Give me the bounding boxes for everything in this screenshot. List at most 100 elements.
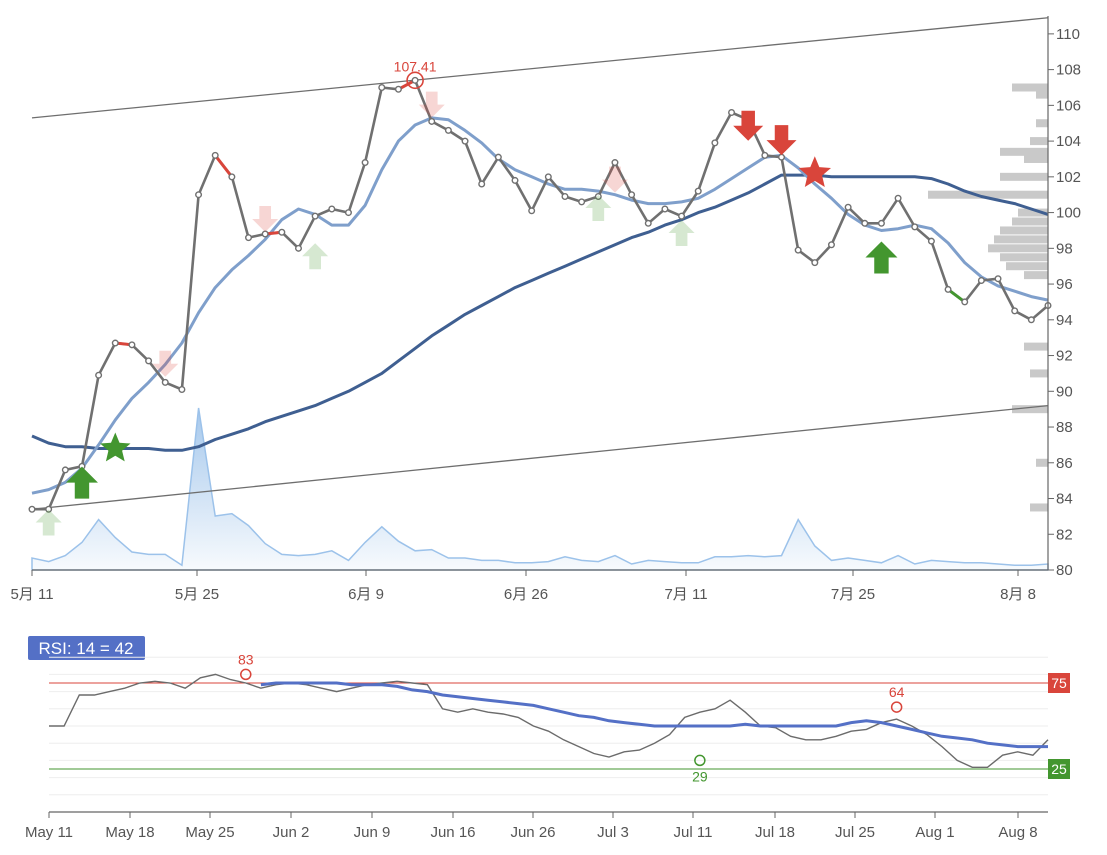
x-tick-label: 5月 11 <box>10 586 53 603</box>
rsi-x-tick-label: Jun 9 <box>354 824 391 841</box>
price-line <box>32 79 1049 511</box>
sell-signal-arrow <box>418 91 445 118</box>
x-tick-label: 7月 25 <box>831 586 875 603</box>
price-point <box>428 117 436 125</box>
volume-profile-bar <box>1012 83 1048 92</box>
price-point <box>494 153 502 161</box>
buy-signal-arrow <box>302 243 329 270</box>
volume-profile-bar <box>994 235 1048 244</box>
main-chart: 107.41 80 82 84 86 88 90 92 94 96 98 100 102 104 106 10… <box>10 16 1081 603</box>
price-point <box>628 191 636 199</box>
x-tick-label: 7月 11 <box>664 586 707 603</box>
price-point <box>794 246 802 254</box>
rsi-x-tick-label: Jul 18 <box>755 824 795 841</box>
rsi-annotation-marker <box>240 668 252 681</box>
volume-profile-bar <box>1000 147 1048 156</box>
y-tick-label: 108 <box>1056 62 1081 79</box>
price-point <box>694 187 702 195</box>
price-point <box>594 192 602 200</box>
price-point <box>228 173 236 181</box>
y-tick-label: 98 <box>1056 240 1073 257</box>
price-point <box>411 76 419 84</box>
rsi-title-badge <box>28 636 145 660</box>
price-point <box>261 230 269 238</box>
price-point <box>728 109 736 117</box>
price-point <box>28 505 36 513</box>
rsi-x-tick-label: Jul 25 <box>835 824 875 841</box>
x-tick-label: 8月 8 <box>1000 586 1036 603</box>
y-tick-label: 86 <box>1056 455 1073 472</box>
price-point <box>611 159 619 167</box>
price-point <box>161 378 169 386</box>
volume-profile-bar <box>1012 405 1048 414</box>
buy-signal-arrow <box>35 509 62 536</box>
price-point <box>111 339 119 347</box>
price-point <box>944 285 952 293</box>
trend-line <box>31 17 1049 119</box>
moving-average-short-line <box>31 116 1049 495</box>
price-point <box>61 466 69 474</box>
price-point <box>911 223 919 231</box>
sell-signal-arrow <box>252 205 279 232</box>
rsi-threshold-label: 75 <box>1051 675 1067 691</box>
price-point <box>927 237 935 245</box>
rsi-threshold-badge <box>1048 673 1070 693</box>
y-tick-label: 106 <box>1056 97 1081 114</box>
rsi-x-tick-label: May 25 <box>185 824 234 841</box>
price-point <box>544 173 552 181</box>
max-marker <box>406 71 424 90</box>
price-point <box>178 386 186 394</box>
rsi-annotation-marker <box>694 754 706 767</box>
rsi-x-tick-label: Jun 2 <box>273 824 310 841</box>
price-point <box>861 219 869 227</box>
y-tick-label: 94 <box>1056 312 1073 329</box>
rsi-x-tick-label: Jun 26 <box>510 824 555 841</box>
y-tick-label: 96 <box>1056 276 1073 293</box>
rsi-annotation-label: 83 <box>238 651 254 667</box>
price-point <box>644 219 652 227</box>
y-tick-label: 90 <box>1056 383 1073 400</box>
price-point <box>711 139 719 147</box>
rsi-x-tick-label: Jul 11 <box>674 824 713 841</box>
y-tick-label: 88 <box>1056 419 1073 436</box>
price-point <box>478 180 486 188</box>
sell-signal-arrow <box>733 110 764 141</box>
price-point <box>394 85 402 93</box>
buy-signal-arrow <box>65 466 98 499</box>
rsi-annotation-label: 64 <box>889 684 905 700</box>
price-point <box>661 205 669 213</box>
price-point <box>977 276 985 284</box>
price-point <box>278 228 286 236</box>
rsi-threshold-label: 25 <box>1051 761 1067 777</box>
price-point <box>294 244 302 252</box>
volume-profile-bar <box>1036 458 1048 467</box>
price-highlight-segment <box>214 154 234 178</box>
volume-area <box>31 407 1049 571</box>
volume-profile-bar <box>1018 208 1048 217</box>
sell-signal-star <box>798 156 831 187</box>
rsi-annotation-label: 29 <box>692 768 708 784</box>
price-point <box>344 209 352 217</box>
volume-profile-bar <box>928 190 1048 199</box>
x-tick-label: 6月 26 <box>504 586 548 603</box>
y-tick-label: 92 <box>1056 348 1073 365</box>
price-point <box>511 176 519 184</box>
trend-line <box>31 404 1049 510</box>
y-tick-label: 84 <box>1056 491 1073 508</box>
rsi-x-tick-label: Aug 8 <box>998 824 1037 841</box>
price-point <box>328 205 336 213</box>
price-point <box>578 198 586 206</box>
price-point <box>678 212 686 220</box>
price-point <box>1011 307 1019 315</box>
price-point <box>994 275 1002 283</box>
rsi-title: RSI: 14 = 42 <box>39 639 134 658</box>
y-tick-label: 80 <box>1056 562 1073 579</box>
volume-profile-bar <box>1000 226 1048 235</box>
price-point <box>778 153 786 161</box>
volume-profile-bar <box>1024 154 1048 163</box>
max-price-label: 107.41 <box>394 58 437 74</box>
rsi-x-tick-label: Aug 1 <box>915 824 954 841</box>
volume-profile-bar <box>1036 119 1048 128</box>
moving-average-long-line <box>31 173 1049 452</box>
